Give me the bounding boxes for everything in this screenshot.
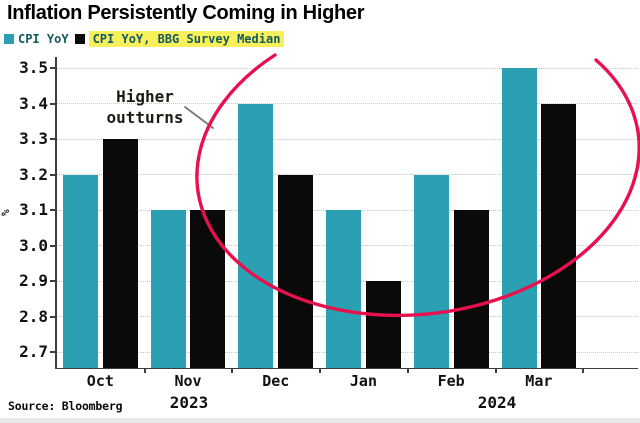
y-tick-label: 3.3 xyxy=(19,129,48,148)
bar-cpi-yoy-oct xyxy=(63,174,98,368)
bar-cpi-yoy-jan xyxy=(326,210,362,368)
page-title: Inflation Persistently Coming in Higher xyxy=(7,2,365,24)
bottom-edge-strip xyxy=(0,418,640,423)
y-axis-tick xyxy=(50,244,55,247)
y-tick-label: 3.1 xyxy=(19,200,48,219)
x-axis-month-label-oct: Oct xyxy=(86,372,114,390)
x-axis-tick xyxy=(319,369,322,373)
x-axis-month-label-dec: Dec xyxy=(262,372,290,390)
bar-survey-median-jan xyxy=(365,281,401,368)
y-axis-tick xyxy=(50,280,55,282)
bar-survey-median-mar xyxy=(541,103,577,368)
x-axis-tick xyxy=(494,369,497,373)
y-axis-tick xyxy=(50,102,55,105)
annotation-text-line1: Higher xyxy=(116,87,174,106)
legend-swatch-cpi-yoy xyxy=(4,34,14,44)
x-axis-month-label-feb: Feb xyxy=(437,372,465,390)
bar-cpi-yoy-mar xyxy=(501,68,537,368)
y-axis-tick xyxy=(50,315,55,318)
legend: CPI YoY CPI YoY, BBG Survey Median xyxy=(4,31,290,47)
legend-label-cpi-yoy: CPI YoY xyxy=(18,32,69,46)
y-axis-tick xyxy=(50,138,55,140)
y-axis-tick xyxy=(50,351,55,353)
x-axis-tick xyxy=(582,369,585,373)
bar-cpi-yoy-dec xyxy=(238,103,274,368)
y-tick-label: 3.4 xyxy=(19,93,48,113)
y-tick-label: 3.2 xyxy=(19,164,48,184)
bar-survey-median-nov xyxy=(190,210,226,368)
y-tick-label: 2.8 xyxy=(19,306,48,326)
bar-survey-median-dec xyxy=(278,174,314,368)
legend-swatch-survey-median xyxy=(74,34,85,44)
legend-label-survey-median: CPI YoY, BBG Survey Median xyxy=(88,31,285,47)
bar-survey-median-oct xyxy=(102,139,138,368)
x-axis-year-label-2024: 2024 xyxy=(477,393,517,412)
bar-cpi-yoy-feb xyxy=(413,174,449,368)
x-axis-tick xyxy=(406,369,409,373)
x-axis-month-label-nov: Nov xyxy=(174,372,202,390)
y-axis-tick xyxy=(50,173,55,176)
y-tick-label: 3.0 xyxy=(19,235,48,255)
x-axis-month-label-mar: Mar xyxy=(525,372,553,390)
y-axis-line xyxy=(55,57,57,368)
x-axis-tick xyxy=(231,369,234,373)
annotation-higher-outturns: Higher outturns xyxy=(85,86,205,128)
bar-survey-median-feb xyxy=(453,210,489,368)
y-axis-tick xyxy=(50,209,55,211)
x-axis-line xyxy=(55,367,638,369)
x-axis-month-label-jan: Jan xyxy=(349,372,377,390)
annotation-text-line2: outturns xyxy=(106,108,184,127)
x-axis-tick xyxy=(143,369,146,373)
y-tick-label: 3.5 xyxy=(19,58,48,77)
source-label: Source: Bloomberg xyxy=(8,399,123,413)
x-axis-year-label-2023: 2023 xyxy=(169,393,209,412)
bar-cpi-yoy-nov xyxy=(150,210,186,368)
y-tick-label: 2.9 xyxy=(19,271,48,290)
y-grid-line xyxy=(57,67,638,69)
y-tick-label: 2.7 xyxy=(19,342,48,361)
y-axis-tick xyxy=(50,67,55,69)
